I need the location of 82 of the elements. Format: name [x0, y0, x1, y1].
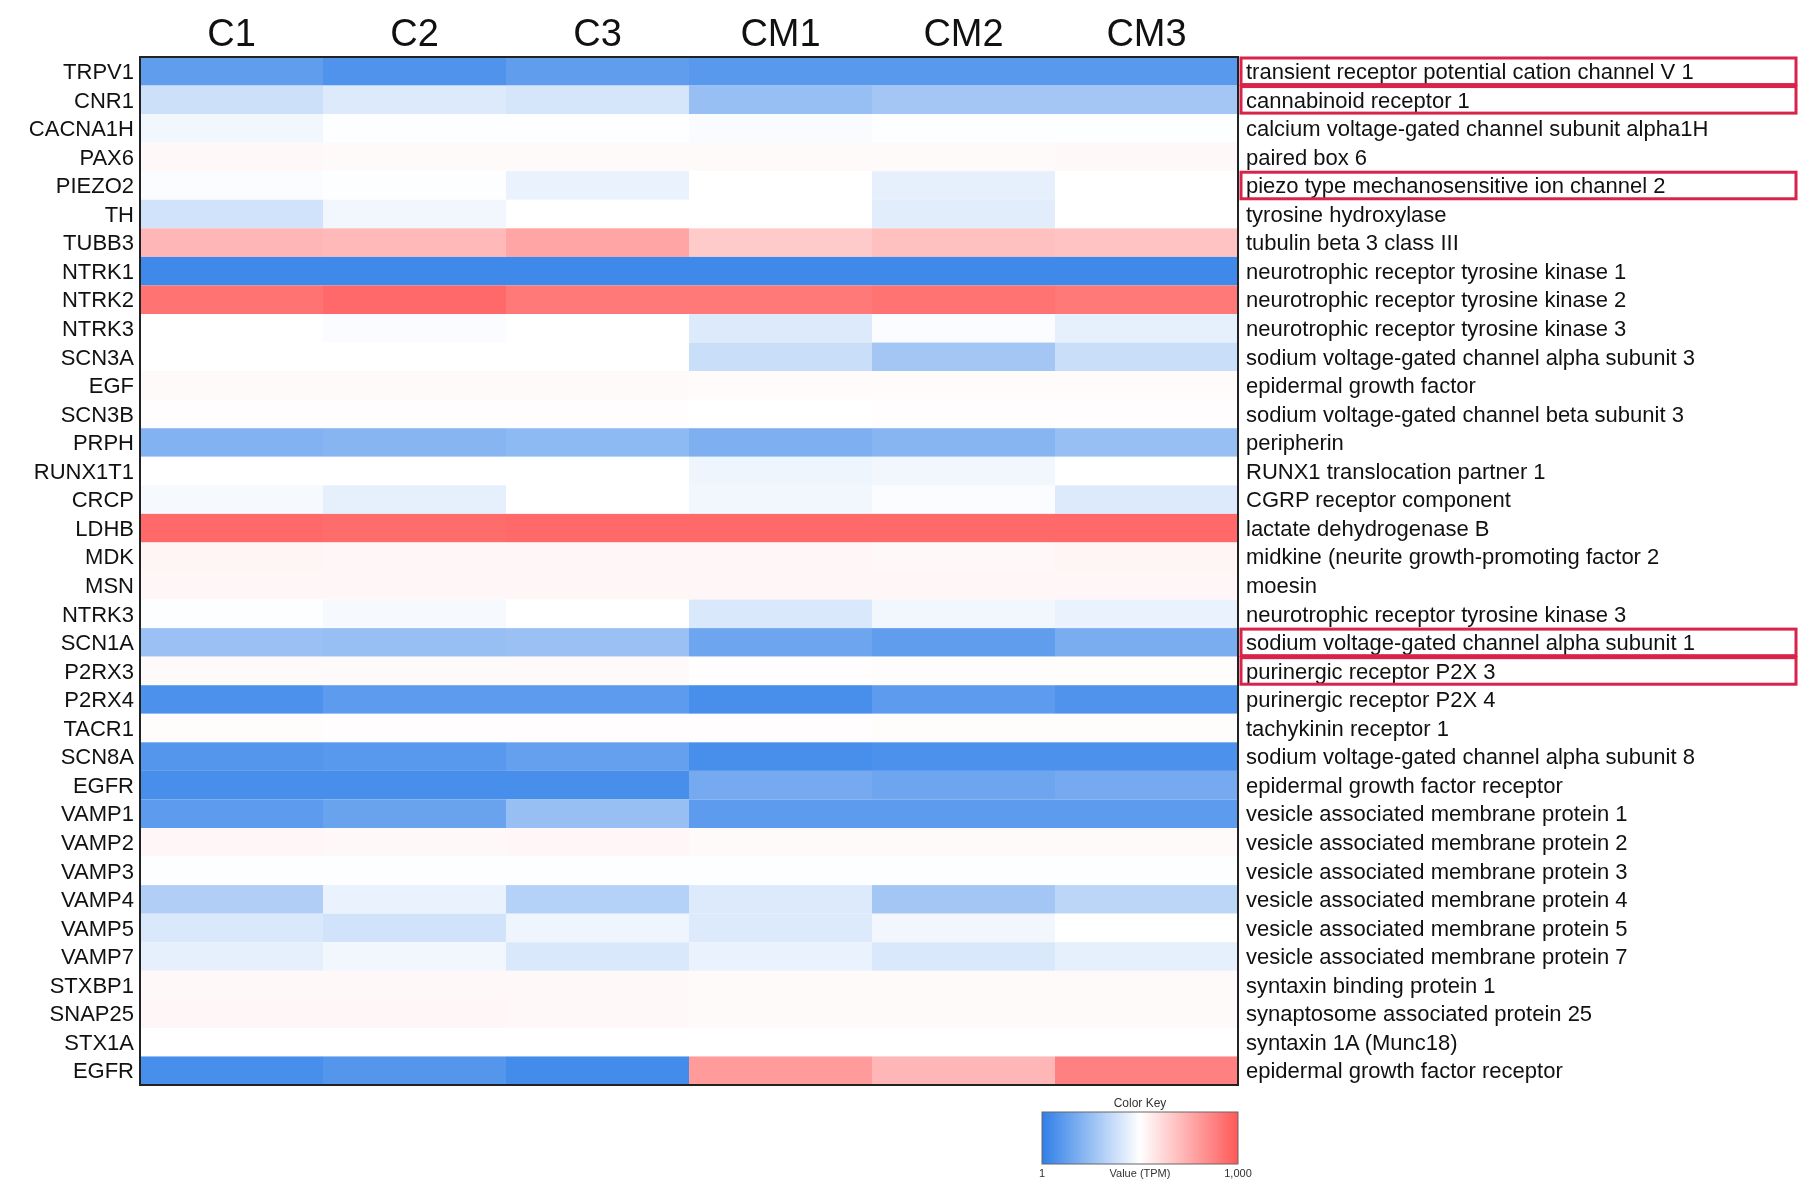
y-tick-label: SCN1A	[60, 630, 135, 656]
y2-tick-label: neurotrophic receptor tyrosine kinase 3	[1246, 601, 1627, 627]
y-tick-label: EGFR	[72, 1058, 134, 1084]
y2-tick-label: vesicle associated membrane protein 5	[1246, 915, 1628, 941]
color-bar-label: 1	[1038, 1167, 1046, 1179]
y-tick-label: TUBB3	[63, 230, 134, 256]
y2-tick-label: epidermal growth factor	[1246, 373, 1476, 399]
y-tick-label: TH	[104, 201, 134, 227]
y2-tick-label: sodium voltage-gated channel alpha subunit 8	[1246, 744, 1695, 770]
y2-tick-label: syntaxin 1A (Munc18)	[1246, 1029, 1458, 1055]
y2-tick-label: CGRP receptor component	[1246, 487, 1511, 513]
y-tick-label: VAMP3	[61, 858, 134, 884]
y2-tick-label: transient receptor potential cation channel V 1	[1246, 58, 1694, 84]
y-tick-label: VAMP1	[61, 801, 134, 827]
y-tick-label: P2RX4	[64, 687, 134, 713]
y-tick-label: VAMP7	[61, 944, 134, 970]
y2-tick-label: sodium voltage-gated channel alpha subunit 1	[1246, 630, 1695, 656]
y2-tick-label: vesicle associated membrane protein 3	[1246, 858, 1628, 884]
y2-tick-label: epidermal growth factor receptor	[1246, 772, 1563, 798]
y-tick-label: SNAP25	[49, 1001, 134, 1027]
y2-tick-label: neurotrophic receptor tyrosine kinase 1	[1246, 258, 1627, 284]
y2-tick-label: piezo type mechanosensitive ion channel 2	[1246, 173, 1666, 199]
y-tick-label: PRPH	[72, 430, 134, 456]
y2-tick-label: vesicle associated membrane protein 7	[1246, 944, 1628, 970]
y2-tick-label: midkine (neurite growth-promoting factor 2	[1246, 544, 1660, 570]
y-tick-label: EGFR	[72, 772, 134, 798]
y2-tick-label: sodium voltage-gated channel beta subunit 3	[1246, 401, 1684, 427]
y-tick-label: PIEZO2	[55, 173, 134, 199]
y-tick-label: SCN3B	[60, 401, 134, 427]
y2-tick-label: neurotrophic receptor tyrosine kinase 3	[1246, 315, 1627, 341]
color-bar-label: 1,000	[1224, 1167, 1252, 1179]
y-tick-label: NTRK1	[61, 258, 134, 284]
y2-tick-label: paired box 6	[1246, 144, 1368, 170]
x-tick-label: CM3	[1106, 12, 1187, 54]
y-tick-label: CNR1	[74, 87, 134, 113]
y2-tick-label: vesicle associated membrane protein 4	[1246, 887, 1628, 913]
y-tick-label: STX1A	[64, 1029, 135, 1055]
y-tick-label: P2RX3	[64, 658, 134, 684]
y2-tick-label: purinergic receptor P2X 3	[1246, 658, 1496, 684]
y-tick-label: PAX6	[79, 144, 134, 170]
x-tick-label: C3	[573, 12, 622, 54]
y2-tick-label: epidermal growth factor receptor	[1246, 1058, 1563, 1084]
y2-tick-label: lactate dehydrogenase B	[1246, 515, 1490, 541]
y-tick-label: CRCP	[71, 487, 134, 513]
color-bar-title: Value (TPM)	[1109, 1167, 1171, 1179]
x-tick-label: C1	[207, 12, 256, 54]
y-tick-label: NTRK2	[61, 287, 134, 313]
y2-tick-label: sodium voltage-gated channel alpha subunit 3	[1246, 344, 1695, 370]
y2-tick-label: cannabinoid receptor 1	[1246, 87, 1470, 113]
y2-tick-label: neurotrophic receptor tyrosine kinase 2	[1246, 287, 1627, 313]
y-tick-label: SCN8A	[60, 744, 135, 770]
y2-tick-label: vesicle associated membrane protein 1	[1246, 801, 1628, 827]
y2-tick-label: RUNX1 translocation partner 1	[1246, 458, 1546, 484]
x-tick-label: C2	[390, 12, 439, 54]
y-tick-label: VAMP4	[61, 887, 134, 913]
y-tick-label: VAMP2	[61, 829, 134, 855]
y2-tick-label: syntaxin binding protein 1	[1246, 972, 1496, 998]
y-tick-label: SCN3A	[60, 344, 135, 370]
y2-tick-label: purinergic receptor P2X 4	[1246, 687, 1496, 713]
y-tick-label: TACR1	[63, 715, 134, 741]
y-tick-label: NTRK3	[61, 315, 134, 341]
y2-tick-label: tyrosine hydroxylase	[1246, 201, 1447, 227]
y2-tick-label: synaptosome associated protein 25	[1246, 1001, 1593, 1027]
y-tick-label: LDHB	[75, 515, 134, 541]
y-tick-label: TRPV1	[63, 58, 134, 84]
y-tick-label: CACNA1H	[28, 116, 134, 142]
y-tick-label: NTRK3	[61, 601, 134, 627]
y2-tick-label: peripherin	[1246, 430, 1344, 456]
y-tick-label: STXBP1	[49, 972, 134, 998]
x-tick-label: CM1	[740, 12, 821, 54]
y2-tick-label: tubulin beta 3 class III	[1246, 230, 1459, 256]
y-tick-label: MSN	[85, 572, 134, 598]
y-tick-label: EGF	[88, 373, 134, 399]
y2-tick-label: calcium voltage-gated channel subunit alpha1H	[1246, 116, 1709, 142]
y2-tick-label: moesin	[1246, 572, 1317, 598]
y2-tick-label: vesicle associated membrane protein 2	[1246, 829, 1628, 855]
y-tick-label: MDK	[85, 544, 135, 570]
x-tick-label: CM2	[923, 12, 1004, 54]
y-tick-label: VAMP5	[61, 915, 134, 941]
y-tick-label: RUNX1T1	[33, 458, 134, 484]
y2-tick-label: tachykinin receptor 1	[1246, 715, 1449, 741]
legend-title: Color Key	[1113, 1096, 1167, 1110]
